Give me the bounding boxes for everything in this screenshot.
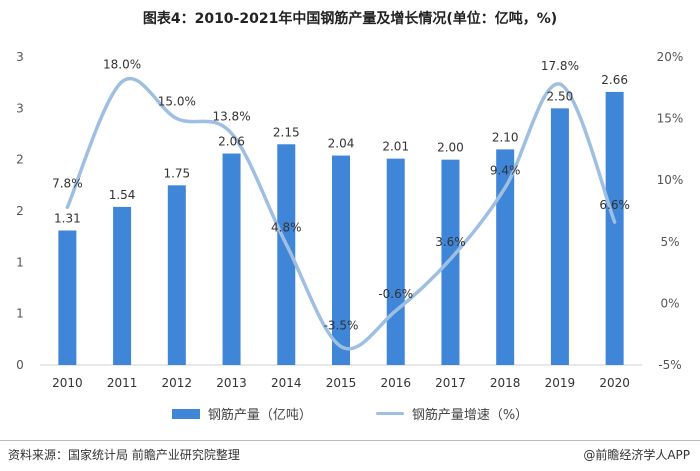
footer-divider [0, 440, 700, 441]
legend-item-growth: 钢筋产量增速（%） [375, 404, 529, 423]
x-axis-tick-label: 2019 [545, 376, 576, 390]
x-axis-tick-label: 2016 [380, 376, 411, 390]
right-axis-tick-label: 20% [657, 50, 684, 64]
bar [550, 108, 569, 365]
bar [167, 185, 186, 365]
x-axis-tick-label: 2017 [435, 376, 466, 390]
growth-data-label: -0.6% [378, 287, 413, 301]
right-axis-tick-label: 10% [657, 173, 684, 187]
growth-data-label: 17.8% [541, 59, 579, 73]
x-axis-tick-label: 2011 [107, 376, 138, 390]
bar [441, 159, 460, 365]
bar [222, 153, 241, 365]
left-axis-tick-label: 2 [16, 153, 24, 167]
x-axis-tick-label: 2014 [271, 376, 302, 390]
bar [58, 230, 77, 365]
growth-data-label: 3.6% [435, 235, 466, 249]
bar [332, 155, 350, 365]
growth-data-label: 18.0% [103, 58, 141, 72]
credit-note: @前瞻经济学人APP [583, 448, 690, 462]
chart-legend: 钢筋产量（亿吨） 钢筋产量增速（%） [0, 404, 700, 423]
bar-data-label: 2.04 [328, 137, 355, 151]
right-axis-tick-label: 5% [660, 235, 679, 249]
growth-data-label: 9.4% [490, 164, 521, 178]
bar-data-label: 1.75 [163, 166, 190, 180]
right-axis-tick-label: -5% [658, 358, 681, 372]
x-axis-tick-label: 2012 [162, 376, 193, 390]
left-axis-tick-label: 1 [16, 255, 24, 269]
left-axis-tick-label: 3 [16, 50, 24, 64]
growth-data-label: 7.8% [52, 176, 83, 190]
legend-swatch-bar [171, 408, 200, 419]
right-axis-tick-label: 15% [657, 112, 684, 126]
bar-data-label: 1.54 [109, 188, 136, 202]
x-axis-tick-label: 2015 [326, 376, 357, 390]
chart-title: 图表4：2010-2021年中国钢筋产量及增长情况(单位：亿吨，%) [142, 11, 558, 27]
growth-line [65, 77, 617, 351]
growth-data-label: 15.0% [158, 95, 196, 109]
growth-data-label: 4.8% [271, 220, 302, 234]
bar-data-label: 2.50 [547, 89, 574, 103]
x-axis-tick-label: 2020 [599, 376, 630, 390]
bar [386, 158, 405, 365]
legend-label-growth: 钢筋产量增速（%） [411, 408, 529, 423]
growth-data-label: 6.6% [599, 198, 630, 212]
left-axis-tick-label: 0 [16, 358, 24, 372]
bar-data-label: 2.66 [601, 73, 628, 87]
bar-data-label: 2.15 [273, 125, 300, 139]
x-axis-tick-label: 2018 [490, 376, 521, 390]
left-axis-tick-label: 3 [16, 101, 24, 115]
legend-label-output: 钢筋产量（亿吨） [207, 408, 312, 423]
legend-swatch-line [375, 412, 404, 415]
x-axis-tick-label: 2010 [52, 376, 83, 390]
legend-item-output: 钢筋产量（亿吨） [171, 404, 312, 423]
bar-data-label: 1.31 [54, 212, 81, 226]
bar [496, 149, 515, 365]
x-axis-tick-label: 2013 [216, 376, 247, 390]
bar-data-label: 2.01 [382, 140, 409, 154]
source-note: 资料来源：国家统计局 前瞻产业研究院整理 [8, 448, 240, 462]
left-axis-tick-label: 2 [16, 204, 24, 218]
bar-data-label: 2.10 [492, 130, 519, 144]
bar-data-label: 2.00 [437, 141, 464, 155]
right-axis-tick-label: 0% [660, 296, 679, 310]
chart-area: 0 1 1 2 2 3 3 -5% 0% 5% 10% 15% 20% 2010 2011 2012 2013 2… [16, 50, 684, 390]
left-axis-tick-label: 1 [16, 307, 24, 321]
bar [605, 91, 624, 365]
bar [277, 144, 296, 365]
bar [113, 206, 132, 365]
bar-data-label: 2.06 [218, 135, 245, 149]
growth-data-label: 13.8% [212, 109, 250, 123]
growth-data-label: -3.5% [324, 319, 359, 333]
